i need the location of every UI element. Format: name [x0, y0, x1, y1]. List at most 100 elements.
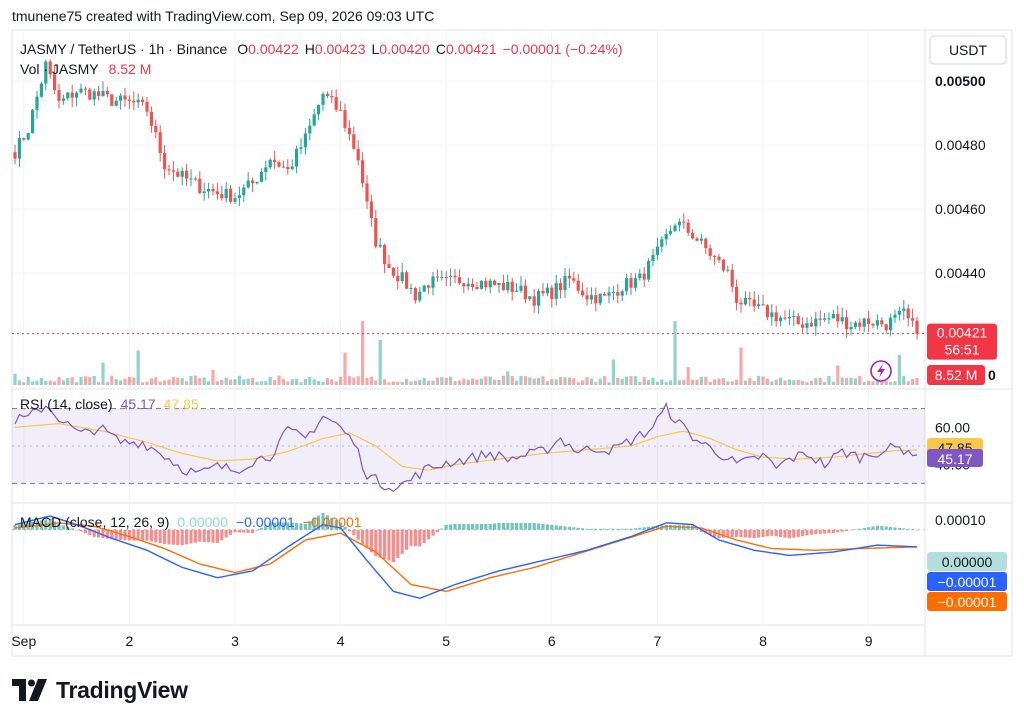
macd-histogram-bar [255, 529, 259, 531]
volume-bar [141, 382, 145, 385]
legend-close-label: C [436, 41, 446, 57]
macd-histogram-bar [229, 529, 233, 535]
candle-body [418, 291, 422, 301]
candle-body [677, 221, 681, 226]
candle-body [589, 295, 593, 300]
legend-high-label: H [305, 41, 315, 57]
tradingview-logo[interactable]: TradingView [12, 676, 188, 704]
candle-body [616, 292, 620, 296]
volume-bar [202, 377, 206, 385]
macd-histogram-bar [673, 525, 677, 530]
candle-body [97, 91, 101, 96]
candle-body [809, 323, 813, 327]
candle-body [61, 98, 65, 101]
volume-bar [889, 382, 893, 385]
macd-histogram-bar [317, 515, 321, 530]
volume-bar [207, 381, 211, 385]
candle-body [57, 90, 61, 101]
macd-histogram-bar [83, 529, 87, 534]
currency-button[interactable] [929, 35, 1007, 65]
volume-bar [655, 381, 659, 385]
volume-bar [545, 381, 549, 385]
macd-histogram-bar [471, 523, 475, 530]
candle-body [493, 280, 497, 286]
volume-bar [383, 379, 387, 385]
volume-bar [704, 376, 708, 385]
macd-histogram-bar [708, 529, 712, 536]
volume-bar [611, 359, 615, 385]
volume-bar [66, 378, 70, 385]
candle-body [642, 273, 646, 280]
candle-body [427, 285, 431, 288]
candle-body [655, 246, 659, 255]
macd-histogram-bar [576, 527, 580, 530]
volume-bar [145, 381, 149, 385]
candle-body [127, 99, 131, 101]
candle-body [906, 308, 910, 319]
volume-bar [330, 379, 334, 385]
macd-histogram-bar [347, 529, 351, 532]
macd-signal-line [14, 522, 918, 593]
macd-histogram-bar [554, 525, 558, 530]
candle-body [92, 91, 96, 100]
candle-body [563, 275, 567, 291]
macd-histogram-bar [53, 521, 57, 530]
macd-histogram-bar [149, 529, 153, 542]
volume-bar [792, 380, 796, 385]
candle-body [691, 232, 695, 239]
macd-histogram-bar [207, 529, 211, 543]
candle-body [567, 275, 571, 279]
candle-body [867, 318, 871, 324]
volume-bar [39, 377, 43, 385]
macd-histogram-bar [145, 529, 149, 541]
volume-bar [387, 382, 391, 385]
volume-legend-value: 8.52 M [109, 61, 152, 77]
volume-bar [757, 375, 761, 385]
macd-histogram-bar [906, 528, 910, 530]
lightning-icon[interactable] [870, 360, 892, 382]
candle-body [211, 188, 215, 192]
candle-body [735, 286, 739, 303]
price-tick-label: 0.00500 [935, 73, 986, 89]
macd-histogram-bar [902, 528, 906, 530]
volume-bar [739, 347, 743, 385]
candle-body [277, 162, 281, 167]
currency-button-label[interactable]: USDT [949, 42, 988, 58]
macd-histogram-bar [541, 523, 545, 530]
time-tick-label: 3 [231, 633, 239, 649]
legend-symbol: JASMY / TetherUS · 1h · Binance [20, 41, 227, 57]
rsi-ma-line [14, 422, 918, 471]
last-price-badge [927, 323, 997, 360]
volume-bar [911, 378, 915, 385]
macd-histogram-bar [827, 529, 831, 534]
macd-histogram-bar [383, 529, 387, 560]
macd-histogram-bar [831, 529, 835, 534]
macd-histogram-bar [572, 527, 576, 530]
volume-bar [400, 381, 404, 385]
candlestick-series [13, 59, 919, 340]
price-tick-label: 0.00460 [935, 201, 986, 217]
candle-body [22, 137, 26, 140]
volume-bar [22, 382, 26, 385]
candle-body [559, 283, 563, 291]
candle-body [229, 188, 233, 202]
volume-bar [374, 380, 378, 385]
volume-bar [519, 375, 523, 385]
macd-histogram-bar [475, 523, 479, 530]
volume-bar [550, 379, 554, 385]
candle-body [853, 322, 857, 327]
macd-histogram-bar [66, 526, 70, 530]
candle-body [17, 137, 21, 159]
macd-histogram-bar [752, 529, 756, 539]
volume-bar [176, 377, 180, 385]
candle-body [453, 275, 457, 278]
candle-body [413, 288, 417, 301]
macd-histogram-bar [444, 524, 448, 530]
volume-bar [405, 378, 409, 385]
macd-histogram-bar [801, 529, 805, 537]
macd-histogram-bar [400, 529, 404, 554]
volume-bar [180, 378, 184, 385]
volume-bar [880, 380, 884, 385]
macd-histogram-bar [642, 527, 646, 530]
